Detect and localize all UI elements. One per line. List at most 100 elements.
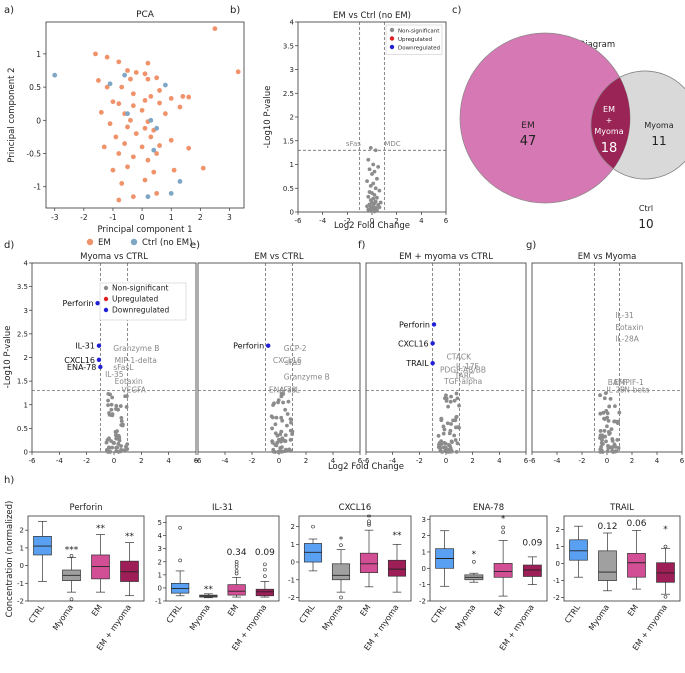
- venn-myoma-outline: [590, 70, 685, 180]
- volcano-d-sig-label: Perforin: [63, 299, 94, 308]
- volcano-e-nonsig-point: [280, 418, 285, 423]
- volcano-f-nonsig-point: [443, 396, 447, 401]
- pca-em-point: [96, 78, 101, 83]
- volcano-b-x-tick-label: 2: [394, 217, 398, 225]
- boxplot-il-31-y-tick-label: 4: [158, 532, 163, 540]
- pca-em-point: [101, 144, 107, 150]
- boxplot-il-31-y-tick-label: 0: [158, 584, 162, 592]
- volcano-g-nonsig-point: [613, 404, 617, 409]
- pca-em-point: [125, 164, 130, 170]
- volcano-e-nonsig-point: [279, 392, 284, 396]
- pca-em-point: [98, 109, 104, 115]
- volcano-g-x-tick-label: -4: [554, 457, 562, 465]
- boxplot-perforin-title: Perforin: [70, 503, 103, 513]
- pca-em-point: [177, 104, 183, 110]
- volcano-g-nonsig-point: [605, 424, 609, 429]
- volcano-e-x-tick-label: 4: [331, 457, 336, 465]
- pca-ctrl-point: [177, 179, 183, 184]
- pca-em-point: [157, 143, 162, 148]
- volcano-g-nonsig-point: [602, 428, 607, 433]
- pca-em-point: [142, 97, 148, 103]
- venn-ctrl-count: 10: [638, 217, 653, 231]
- boxplot-y-axis-label: Concentration (normalized): [5, 501, 15, 618]
- pca-em-point: [200, 165, 206, 171]
- boxplot-il-31-outlier: [234, 559, 239, 564]
- boxplot-cxcl16-significance-label: *: [339, 536, 344, 546]
- volcano-e-nonsig-point: [288, 428, 293, 433]
- volcano-d-nonsig-point: [122, 448, 127, 453]
- volcano-f-gene-label: PDGF-AB/BB: [440, 365, 486, 374]
- volcano-g-nonsig-point: [616, 419, 621, 424]
- volcano-b-x-axis-label: Log2 Fold Change: [334, 221, 410, 231]
- volcano-d-nonsig-point: [104, 440, 109, 445]
- boxplot-ena-78-box: [493, 563, 513, 578]
- boxplot-il-31-y-tick-label: 1: [158, 571, 162, 579]
- pca-ctrl-point: [145, 194, 151, 200]
- boxplot-ena-78-frame: [429, 515, 548, 602]
- pca-em-point: [116, 151, 122, 156]
- volcano-e-title: EM vs CTRL: [254, 252, 304, 262]
- volcano-d-down-point: [98, 364, 103, 370]
- volcano-d-nonsig-point: [116, 407, 120, 412]
- boxplot-ena-78-y-tick-label: 2: [422, 532, 426, 540]
- volcano-row-x-axis-label: Log2 Fold Change: [328, 462, 404, 472]
- volcano-e-sig-label: Perforin: [233, 342, 264, 351]
- pca-legend-em-marker: [86, 238, 94, 246]
- volcano-e-nonsig-point: [276, 437, 281, 442]
- volcano-b-nonsig-point: [365, 179, 369, 184]
- volcano-b-y-tick-label: 2.5: [283, 90, 294, 98]
- volcano-f-nonsig-point: [442, 427, 447, 432]
- volcano-d-nonsig-point: [117, 434, 122, 439]
- volcano-b-nonsig-point: [375, 176, 379, 181]
- boxplot-cxcl16-outlier: [339, 543, 343, 548]
- volcano-g-nonsig-point: [605, 449, 610, 454]
- boxplot-cxcl16-box: [331, 563, 351, 581]
- volcano-d-y-tick-label: 4: [24, 260, 29, 268]
- pca-em-point: [128, 76, 133, 82]
- pca-em-point: [130, 91, 136, 97]
- volcano-d-nonsig-point: [113, 429, 118, 434]
- volcano-d-gene-label: sFasL: [113, 363, 134, 372]
- boxplot-il-31-category-label: CTRL: [165, 603, 184, 625]
- boxplot-trail-y-tick-label: 2: [556, 526, 560, 534]
- boxplot-trail-box: [627, 553, 646, 578]
- pca-legend-ctrl-label: Ctrl (no EM): [142, 238, 192, 248]
- venn-overlap-label-2: +: [606, 116, 613, 125]
- venn-overlap-label-3: Myoma: [594, 127, 623, 136]
- volcano-e-nonsig-point: [271, 447, 276, 452]
- pca-em-point: [119, 181, 125, 186]
- volcano-b-legend-label: Upregulated: [398, 37, 432, 43]
- pca-em-point: [235, 69, 241, 75]
- volcano-b-nonsig-point: [368, 183, 373, 188]
- volcano-e-down-point: [266, 343, 271, 348]
- pca-em-point: [93, 51, 98, 57]
- volcano-e-gene-label: sFas: [285, 358, 301, 367]
- pca-em-point: [148, 134, 154, 140]
- volcano-b-nonsig-point: [372, 169, 377, 174]
- volcano-b-nonsig-point: [373, 148, 378, 153]
- volcano-b-legend-label: Non-significant: [398, 29, 440, 35]
- boxplot-trail-y-tick-label: 0: [556, 560, 560, 568]
- pca-em-point: [171, 167, 177, 173]
- volcano-b-nonsig-point: [370, 172, 374, 176]
- boxplot-il-31-y-tick-label: 3: [158, 545, 162, 553]
- venn-em-count: 47: [520, 134, 537, 149]
- venn-overlap-label-1: EM: [603, 105, 615, 114]
- volcano-f-nonsig-point: [439, 418, 444, 423]
- volcano-g-x-tick-label: 6: [680, 457, 685, 465]
- volcano-g-gene-label: IL-31: [615, 311, 634, 320]
- pca-em-point: [142, 177, 148, 183]
- volcano-d-legend-marker: [103, 307, 109, 313]
- boxplot-ena-78-y-tick-label: 1: [422, 548, 426, 556]
- volcano-f-down-point: [431, 322, 437, 327]
- boxplot-il-31-significance-label: 0.09: [255, 548, 275, 558]
- volcano-b-nonsig-point: [376, 164, 381, 169]
- volcano-b-nonsig-point: [370, 207, 374, 212]
- volcano-g-gene-label: BAFF: [608, 378, 627, 387]
- volcano-d-title: Myoma vs CTRL: [80, 252, 148, 262]
- volcano-f-nonsig-point: [455, 396, 460, 401]
- pca-em-point: [128, 117, 133, 123]
- volcano-g-nonsig-point: [616, 445, 621, 450]
- panel-letter-e: e): [190, 240, 200, 251]
